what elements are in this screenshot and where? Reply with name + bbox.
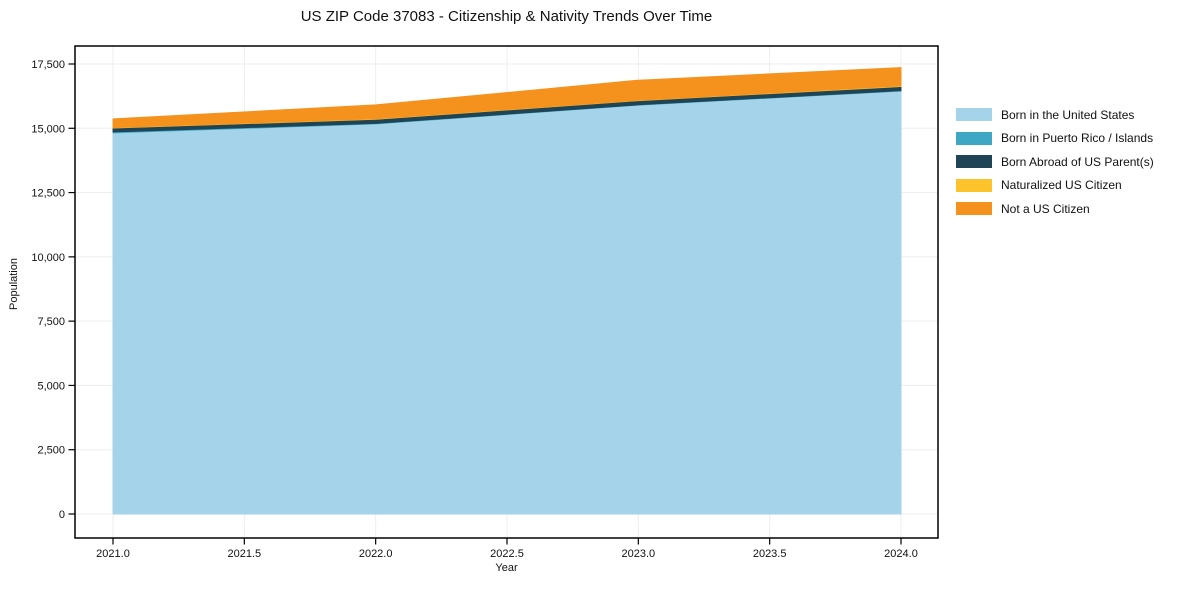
x-tick-label: 2024.0 [884,548,918,560]
legend-item: Naturalized US Citizen [956,174,1154,198]
x-axis-title: Year [495,562,518,574]
area-bands [112,67,902,515]
legend: Born in the United States Born in Puerto… [956,103,1154,221]
area-not-a-us-citizen [112,67,902,129]
legend-item: Born in Puerto Rico / Islands [956,127,1154,151]
y-tick-label: 15,000 [31,123,65,135]
legend-label: Not a US Citizen [1001,201,1090,216]
legend-swatch-icon [956,131,992,145]
x-tick-label: 2023.5 [753,548,787,560]
y-tick-label: 12,500 [31,188,65,200]
legend-item: Born Abroad of US Parent(s) [956,150,1154,174]
x-tick-label: 2021.0 [96,548,130,560]
legend-label: Born in the United States [1001,107,1135,122]
x-tick-label: 2023.0 [622,548,656,560]
y-tick-label: 2,500 [37,445,65,457]
y-tick-label: 17,500 [31,59,65,71]
y-tick-label: 0 [59,509,65,521]
chart-title: US ZIP Code 37083 - Citizenship & Nativi… [300,8,713,25]
legend-item: Not a US Citizen [956,197,1154,221]
x-tick-label: 2021.5 [228,548,262,560]
axes: 0 2,500 5,000 7,500 10,000 12,500 15,000 17,500… [31,59,917,560]
y-tick-label: 10,000 [31,252,65,264]
y-tick-label: 7,500 [37,316,65,328]
legend-swatch-icon [956,108,992,122]
area-born-in-the-united-states [112,90,902,515]
legend-label: Born Abroad of US Parent(s) [1001,154,1154,169]
legend-swatch-icon [956,202,992,216]
legend-label: Born in Puerto Rico / Islands [1001,131,1154,146]
legend-swatch-icon [956,178,992,192]
legend-label: Naturalized US Citizen [1001,178,1122,193]
legend-item: Born in the United States [956,103,1154,127]
x-tick-label: 2022.5 [490,548,524,560]
legend-swatch-icon [956,155,992,169]
y-tick-label: 5,000 [37,380,65,392]
x-tick-label: 2022.0 [359,548,393,560]
